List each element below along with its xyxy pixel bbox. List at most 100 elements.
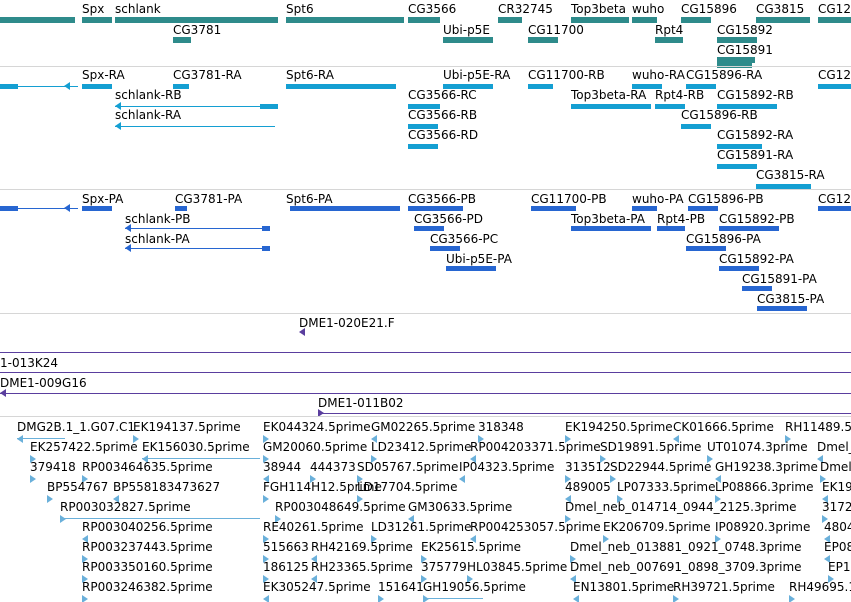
protein-exon-bar[interactable] — [262, 246, 270, 251]
protein-exon-bar[interactable] — [290, 206, 400, 211]
est-rp003032827-5prime-label[interactable]: RP003032827.5prime — [60, 500, 191, 514]
est-38944-label[interactable]: 38944 — [263, 460, 302, 474]
protein-exon-bar[interactable] — [757, 306, 807, 311]
clone-dme1-011b02-label[interactable]: DME1-011B02 — [318, 396, 404, 410]
est-rp004203371-5prime-label[interactable]: RP004203371.5prime — [470, 440, 601, 454]
est-gh19056-5prime-label[interactable]: GH19056.5prime — [423, 580, 526, 594]
est-bp558183473627-label[interactable]: BP558183473627 — [113, 480, 221, 494]
est-186125-label[interactable]: 186125 — [263, 560, 309, 574]
transcript-cg3566-rd-label[interactable]: CG3566-RD — [408, 128, 479, 142]
transcript-spt6-ra-label[interactable]: Spt6-RA — [286, 68, 334, 82]
transcript-exon-bar[interactable] — [173, 84, 189, 89]
gene-cg12-label[interactable]: CG12 — [818, 2, 851, 16]
protein-cg15892-pa-label[interactable]: CG15892-PA — [719, 252, 794, 266]
protein-schlank-pa-label[interactable]: schlank-PA — [125, 232, 190, 246]
protein-exon-bar[interactable] — [571, 226, 651, 231]
transcript-intron-line[interactable] — [18, 86, 78, 87]
protein-exon-bar[interactable] — [408, 206, 463, 211]
protein-schlank-pb-label[interactable]: schlank-PB — [125, 212, 191, 226]
est-rp004253057-5prime-label[interactable]: RP004253057.5prime — [470, 520, 601, 534]
transcript-cg3815-ra-label[interactable]: CG3815-RA — [756, 168, 825, 182]
protein-intron-line[interactable] — [18, 208, 78, 209]
est-ek156030-5prime-label[interactable]: EK156030.5prime — [142, 440, 250, 454]
transcript-exon-bar[interactable] — [286, 84, 396, 89]
gene-cg3781-label[interactable]: CG3781 — [173, 23, 222, 37]
transcript-rpt4-rb-label[interactable]: Rpt4-RB — [655, 88, 705, 102]
est-ut01074-3prime-label[interactable]: UT01074.3prime — [707, 440, 808, 454]
protein-exon-bar[interactable] — [430, 246, 460, 251]
est-ck01666-5prime-label[interactable]: CK01666.5prime — [673, 420, 774, 434]
est-3172-label[interactable]: 3172 — [822, 500, 851, 514]
est-rh11489-5-label[interactable]: RH11489.5 — [785, 420, 851, 434]
est-dmg2b-1-1-g07-c1-label[interactable]: DMG2B.1_1.G07.C1 — [17, 420, 136, 434]
protein-exon-bar[interactable] — [175, 206, 187, 211]
clone-span-line[interactable] — [0, 393, 851, 394]
est-ld17704-5prime-label[interactable]: LD17704.5prime — [357, 480, 458, 494]
clone-dme1-009g16-label[interactable]: DME1-009G16 — [0, 376, 87, 390]
est-sd22944-5prime-label[interactable]: SD22944.5prime — [610, 460, 712, 474]
gene-feature-bar[interactable] — [0, 17, 75, 23]
protein-exon-bar[interactable] — [657, 226, 685, 231]
gene-feature-bar[interactable] — [632, 17, 657, 23]
gene-cg15892-label[interactable]: CG15892 — [717, 23, 773, 37]
gene-feature-bar[interactable] — [115, 17, 278, 23]
transcript-cg15891-ra-label[interactable]: CG15891-RA — [717, 148, 794, 162]
gene-feature-bar[interactable] — [818, 17, 851, 23]
gene-feature-bar[interactable] — [681, 17, 711, 23]
transcript-top3beta-ra-label[interactable]: Top3beta-RA — [571, 88, 647, 102]
gene-feature-bar[interactable] — [498, 17, 522, 23]
clone-span-line[interactable] — [0, 372, 851, 373]
transcript-spx-ra-label[interactable]: Spx-RA — [82, 68, 125, 82]
est-span-line[interactable] — [423, 598, 483, 599]
gene-schlank-label[interactable]: schlank — [115, 2, 161, 16]
protein-exon-bar[interactable] — [688, 206, 718, 211]
gene-spx-label[interactable]: Spx — [82, 2, 105, 16]
gene-feature-bar[interactable] — [408, 17, 440, 23]
transcript-schlank-ra-label[interactable]: schlank-RA — [115, 108, 182, 122]
est-ld31261-5prime-label[interactable]: LD31261.5prime — [371, 520, 472, 534]
protein-exon-bar[interactable] — [0, 206, 18, 211]
transcript-cg11700-rb-label[interactable]: CG11700-RB — [528, 68, 605, 82]
gene-wuho-label[interactable]: wuho — [632, 2, 665, 16]
est-ek25615-5prime-label[interactable]: EK25615.5prime — [421, 540, 522, 554]
transcript-exon-bar[interactable] — [408, 124, 438, 129]
est-ek194250-5prime-label[interactable]: EK194250.5prime — [565, 420, 673, 434]
est-rh49695-1-label[interactable]: RH49695.1 — [789, 580, 851, 594]
transcript-exon-bar[interactable] — [0, 84, 18, 89]
gene-cg3815-label[interactable]: CG3815 — [756, 2, 805, 16]
est-sd19891-5prime-label[interactable]: SD19891.5prime — [600, 440, 702, 454]
gene-cg15896-label[interactable]: CG15896 — [681, 2, 737, 16]
transcript-cg15896-ra-label[interactable]: CG15896-RA — [686, 68, 763, 82]
transcript-exon-bar[interactable] — [818, 84, 851, 89]
protein-cg3815-pa-label[interactable]: CG3815-PA — [757, 292, 825, 306]
est-ip04323-5prime-label[interactable]: IP04323.5prime — [459, 460, 555, 474]
protein-spt6-pa-label[interactable]: Spt6-PA — [286, 192, 333, 206]
protein-exon-bar[interactable] — [632, 206, 657, 211]
protein-cg3566-pc-label[interactable]: CG3566-PC — [430, 232, 499, 246]
gene-top3beta-label[interactable]: Top3beta — [571, 2, 626, 16]
clone-span-line[interactable] — [318, 413, 851, 414]
gene-rpt4-label[interactable]: Rpt4 — [655, 23, 684, 37]
transcript-exon-bar[interactable] — [443, 84, 493, 89]
est-515663-label[interactable]: 515663 — [263, 540, 309, 554]
protein-intron-line[interactable] — [125, 228, 265, 229]
est-dmel-label[interactable]: Dmel_ — [820, 460, 851, 474]
est-ek257422-5prime-label[interactable]: EK257422.5prime — [30, 440, 138, 454]
clone-span-line[interactable] — [0, 352, 851, 353]
est-rh39721-5prime-label[interactable]: RH39721.5prime — [673, 580, 775, 594]
protein-exon-bar[interactable] — [531, 206, 576, 211]
gene-feature-bar[interactable] — [443, 37, 493, 43]
gene-cg15891-label[interactable]: CG15891 — [717, 43, 773, 57]
gene-feature-bar[interactable] — [571, 17, 629, 23]
transcript-exon-bar[interactable] — [717, 164, 757, 169]
protein-ubi-p5e-pa-label[interactable]: Ubi-p5E-PA — [446, 252, 512, 266]
protein-top3beta-pa-label[interactable]: Top3beta-PA — [571, 212, 645, 226]
protein-exon-bar[interactable] — [262, 226, 270, 231]
est-151641-label[interactable]: 151641 — [378, 580, 424, 594]
transcript-exon-bar[interactable] — [686, 84, 716, 89]
gene-ubi-p5e-label[interactable]: Ubi-p5E — [443, 23, 490, 37]
transcript-intron-line[interactable] — [115, 126, 275, 127]
est-gm20060-5prime-label[interactable]: GM20060.5prime — [263, 440, 368, 454]
protein-exon-bar[interactable] — [818, 206, 851, 211]
transcript-cg15892-ra-label[interactable]: CG15892-RA — [717, 128, 794, 142]
